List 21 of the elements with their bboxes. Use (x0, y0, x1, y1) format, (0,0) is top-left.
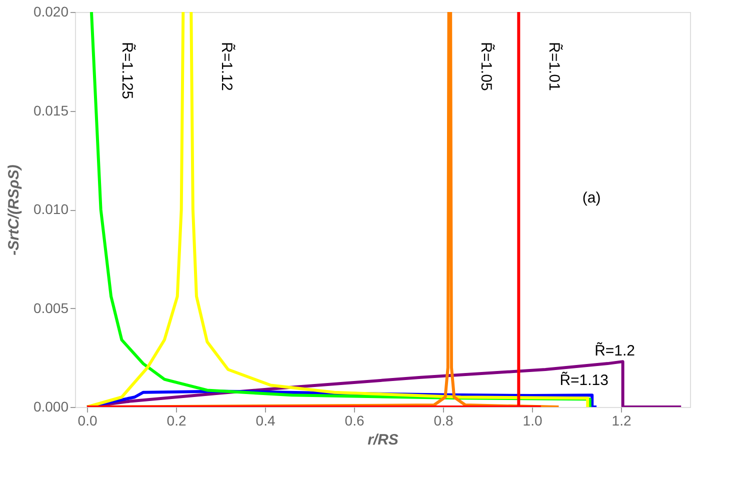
text: R̃=1.01 (546, 42, 564, 91)
x-axis-title: r/RS (368, 432, 398, 448)
y-tick-label: 0.000 (33, 398, 69, 414)
x-tick-label: 0.8 (434, 412, 454, 428)
text: R̃=1.05 (478, 42, 496, 91)
y-tick-label: 0.020 (33, 4, 69, 20)
annotation: (a) (582, 190, 601, 207)
series-label: R̃=1.2 (594, 342, 636, 360)
y-tick-label: 0.005 (33, 300, 69, 316)
x-tick-label: 0.0 (78, 412, 98, 428)
x-tick-label: 1.2 (612, 412, 632, 428)
y-axis-title: -SrtC/(RSρS) (5, 164, 22, 256)
text: R̃=1.12 (218, 42, 236, 91)
y-tick-label: 0.010 (33, 201, 69, 217)
x-tick-label: 0.4 (256, 412, 276, 428)
x-tick-label: 0.2 (166, 412, 186, 428)
y-tick-label: 0.015 (33, 102, 69, 118)
x-tick-label: 1.0 (522, 412, 542, 428)
series-label: R̃=1.13 (560, 372, 608, 390)
text: R̃=1.125 (118, 42, 136, 100)
x-tick-label: 0.6 (344, 412, 364, 428)
